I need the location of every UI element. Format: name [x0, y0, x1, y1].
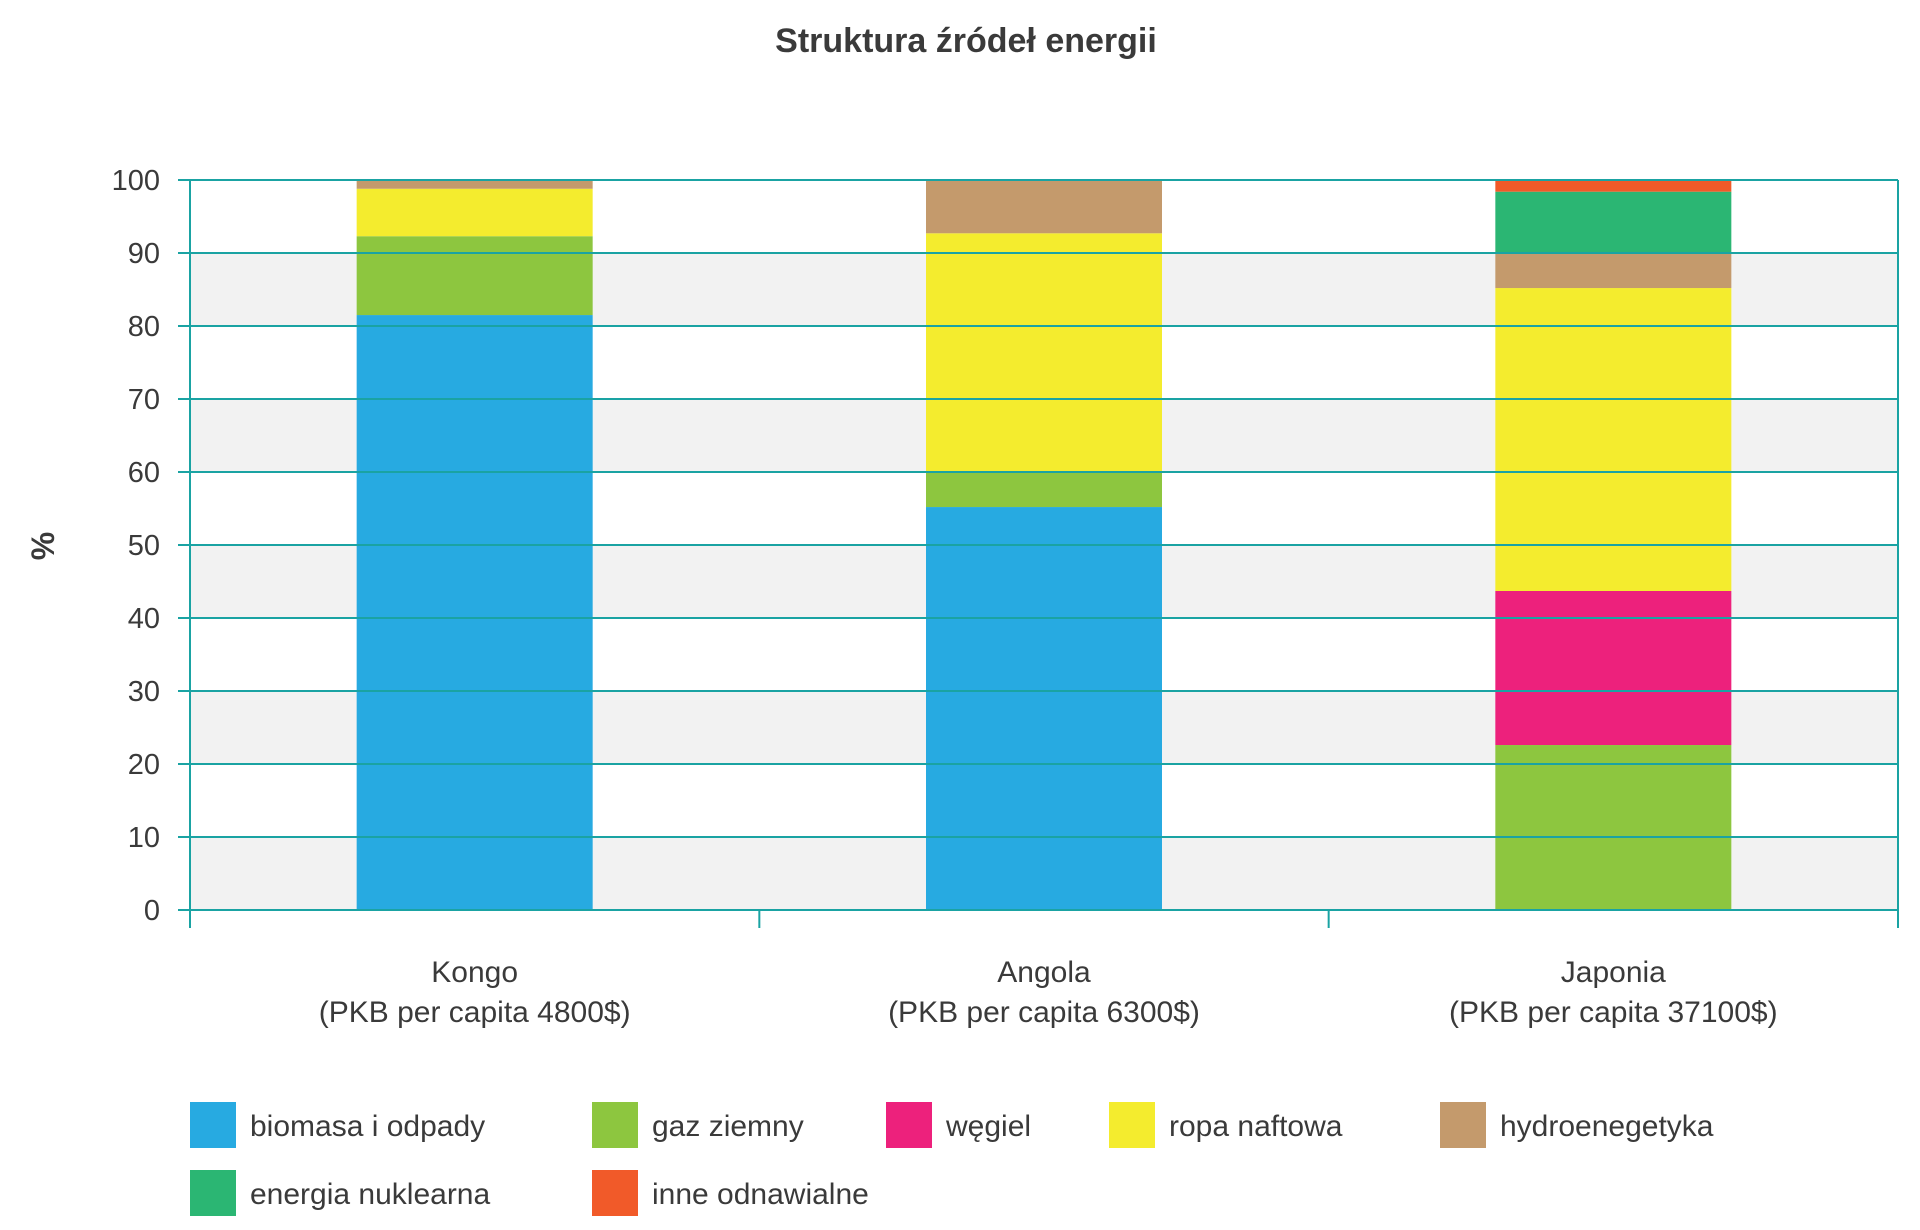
y-axis-label: %: [25, 532, 61, 560]
y-tick-label: 0: [144, 895, 160, 927]
y-tick-label: 70: [128, 384, 160, 416]
legend-item-hydroenegetyka: hydroenegetyka: [1440, 1102, 1714, 1148]
bar-stack-japonia: [1495, 180, 1732, 910]
bar-segment-ropa-naftowa: [1495, 288, 1732, 591]
bar-segment-ropa-naftowa: [926, 233, 1162, 473]
gridlines: [178, 179, 1898, 911]
x-tick-label: Japonia: [1561, 956, 1666, 989]
legend-item-inne-odnawialne: inne odnawialne: [592, 1170, 869, 1216]
legend-item-energia-nuklearna: energia nuklearna: [190, 1170, 490, 1216]
y-tick-label: 10: [128, 822, 160, 854]
x-tick-sublabel: (PKB per capita 6300$): [888, 996, 1200, 1029]
legend-label: węgiel: [945, 1110, 1031, 1143]
y-tick-label: 20: [128, 749, 160, 781]
legend-item-wegiel: węgiel: [886, 1102, 1031, 1148]
bar-stack-angola: [926, 180, 1162, 910]
bars: [356, 180, 1732, 910]
bar-segment-gaz-ziemny: [926, 472, 1162, 508]
bar-segment-hydroenegetyka: [356, 180, 593, 189]
axes: [189, 180, 1899, 928]
bar-segment-wegiel: [1495, 590, 1732, 746]
bar-segment-energia-nuklearna: [1495, 191, 1732, 253]
y-tick-labels: 0 10 20 30 40 50 60 70 80 90 100: [112, 165, 160, 927]
y-tick-label: 80: [128, 311, 160, 343]
legend: biomasa i odpady gaz ziemny węgiel ropa naf…: [190, 1102, 1714, 1216]
bar-segment-hydroenegetyka: [1495, 253, 1732, 289]
legend-swatch: [886, 1102, 932, 1148]
bar-segment-hydroenegetyka: [926, 180, 1162, 234]
chart-title: Struktura źródeł energii: [775, 22, 1157, 60]
y-tick-label: 40: [128, 603, 160, 635]
legend-label: biomasa i odpady: [250, 1110, 485, 1143]
legend-label: ropa naftowa: [1169, 1110, 1343, 1143]
legend-label: gaz ziemny: [652, 1110, 804, 1143]
legend-swatch: [592, 1102, 638, 1148]
x-tick-label: Kongo: [431, 956, 518, 989]
legend-swatch: [592, 1170, 638, 1216]
bar-segment-gaz-ziemny: [1495, 745, 1732, 910]
x-tick-labels: Kongo (PKB per capita 4800$) Angola (PKB pe…: [319, 956, 1778, 1029]
legend-swatch: [1109, 1102, 1155, 1148]
bar-stack-kongo: [356, 180, 593, 910]
x-tick-label: Angola: [997, 956, 1091, 989]
y-tick-label: 100: [112, 165, 160, 197]
x-tick-sublabel: (PKB per capita 4800$): [319, 996, 631, 1029]
legend-swatch: [1440, 1102, 1486, 1148]
y-tick-label: 90: [128, 238, 160, 270]
bar-segment-biomasa-i-odpady: [926, 507, 1162, 910]
legend-swatch: [190, 1170, 236, 1216]
legend-label: inne odnawialne: [652, 1178, 869, 1211]
legend-swatch: [190, 1102, 236, 1148]
y-tick-label: 60: [128, 457, 160, 489]
legend-item-gaz-ziemny: gaz ziemny: [592, 1102, 804, 1148]
legend-item-ropa-naftowa: ropa naftowa: [1109, 1102, 1343, 1148]
bar-segment-biomasa-i-odpady: [356, 315, 593, 910]
legend-item-biomasa-i-odpady: biomasa i odpady: [190, 1102, 485, 1148]
bar-segment-gaz-ziemny: [356, 236, 593, 316]
legend-label: hydroenegetyka: [1500, 1110, 1714, 1143]
y-tick-label: 30: [128, 676, 160, 708]
legend-label: energia nuklearna: [250, 1178, 490, 1211]
y-tick-label: 50: [128, 530, 160, 562]
bar-segment-inne-odnawialne: [1495, 180, 1732, 192]
x-tick-sublabel: (PKB per capita 37100$): [1449, 996, 1778, 1029]
bar-segment-ropa-naftowa: [356, 188, 593, 237]
